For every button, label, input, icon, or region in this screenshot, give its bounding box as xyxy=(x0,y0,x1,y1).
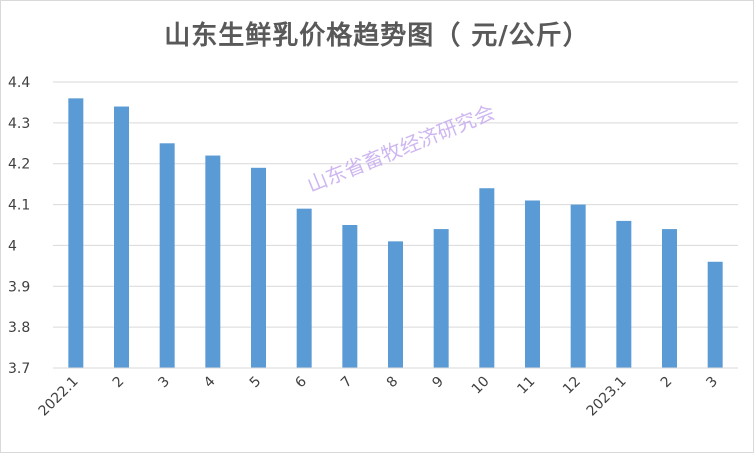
x-tick-label: 9 xyxy=(429,374,447,392)
bar xyxy=(296,208,312,368)
x-tick-label: 6 xyxy=(292,373,310,391)
y-tick-label: 3.7 xyxy=(8,361,30,377)
bar xyxy=(525,200,540,368)
bar xyxy=(342,225,358,368)
y-tick-label: 3.8 xyxy=(8,320,30,336)
y-tick-label: 4.4 xyxy=(8,75,30,91)
x-tick-label: 7 xyxy=(338,374,356,392)
x-tick-label: 2 xyxy=(110,374,128,392)
x-tick-label: 10 xyxy=(469,374,493,398)
y-tick-label: 4.3 xyxy=(8,116,30,132)
bar xyxy=(479,188,495,368)
x-tick-label: 2023.1 xyxy=(584,374,630,420)
bar xyxy=(205,155,221,368)
bar xyxy=(159,143,175,368)
y-tick-label: 4 xyxy=(8,238,17,254)
x-tick-label: 2022.1 xyxy=(36,374,82,420)
bar xyxy=(616,220,632,368)
x-tick-label: 11 xyxy=(514,374,538,398)
x-tick-label: 4 xyxy=(201,373,219,391)
y-tick-label: 3.9 xyxy=(8,279,30,295)
bar xyxy=(570,204,586,368)
chart-title: 山东生鲜乳价格趋势图（ 元/公斤） xyxy=(164,21,590,51)
x-tick-label: 12 xyxy=(560,374,584,398)
bar xyxy=(114,106,129,368)
bar xyxy=(68,98,84,368)
x-tick-label: 3 xyxy=(703,374,721,392)
y-tick-label: 4.1 xyxy=(8,198,30,214)
bar xyxy=(433,229,449,368)
x-tick-label: 8 xyxy=(384,374,402,392)
bar xyxy=(251,167,266,368)
bar xyxy=(662,229,677,368)
x-tick-label: 5 xyxy=(247,374,265,392)
bar xyxy=(388,241,403,368)
y-tick-label: 4.2 xyxy=(8,157,30,173)
x-tick-label: 2 xyxy=(658,374,676,392)
bar xyxy=(707,261,723,368)
x-tick-label: 3 xyxy=(155,374,173,392)
